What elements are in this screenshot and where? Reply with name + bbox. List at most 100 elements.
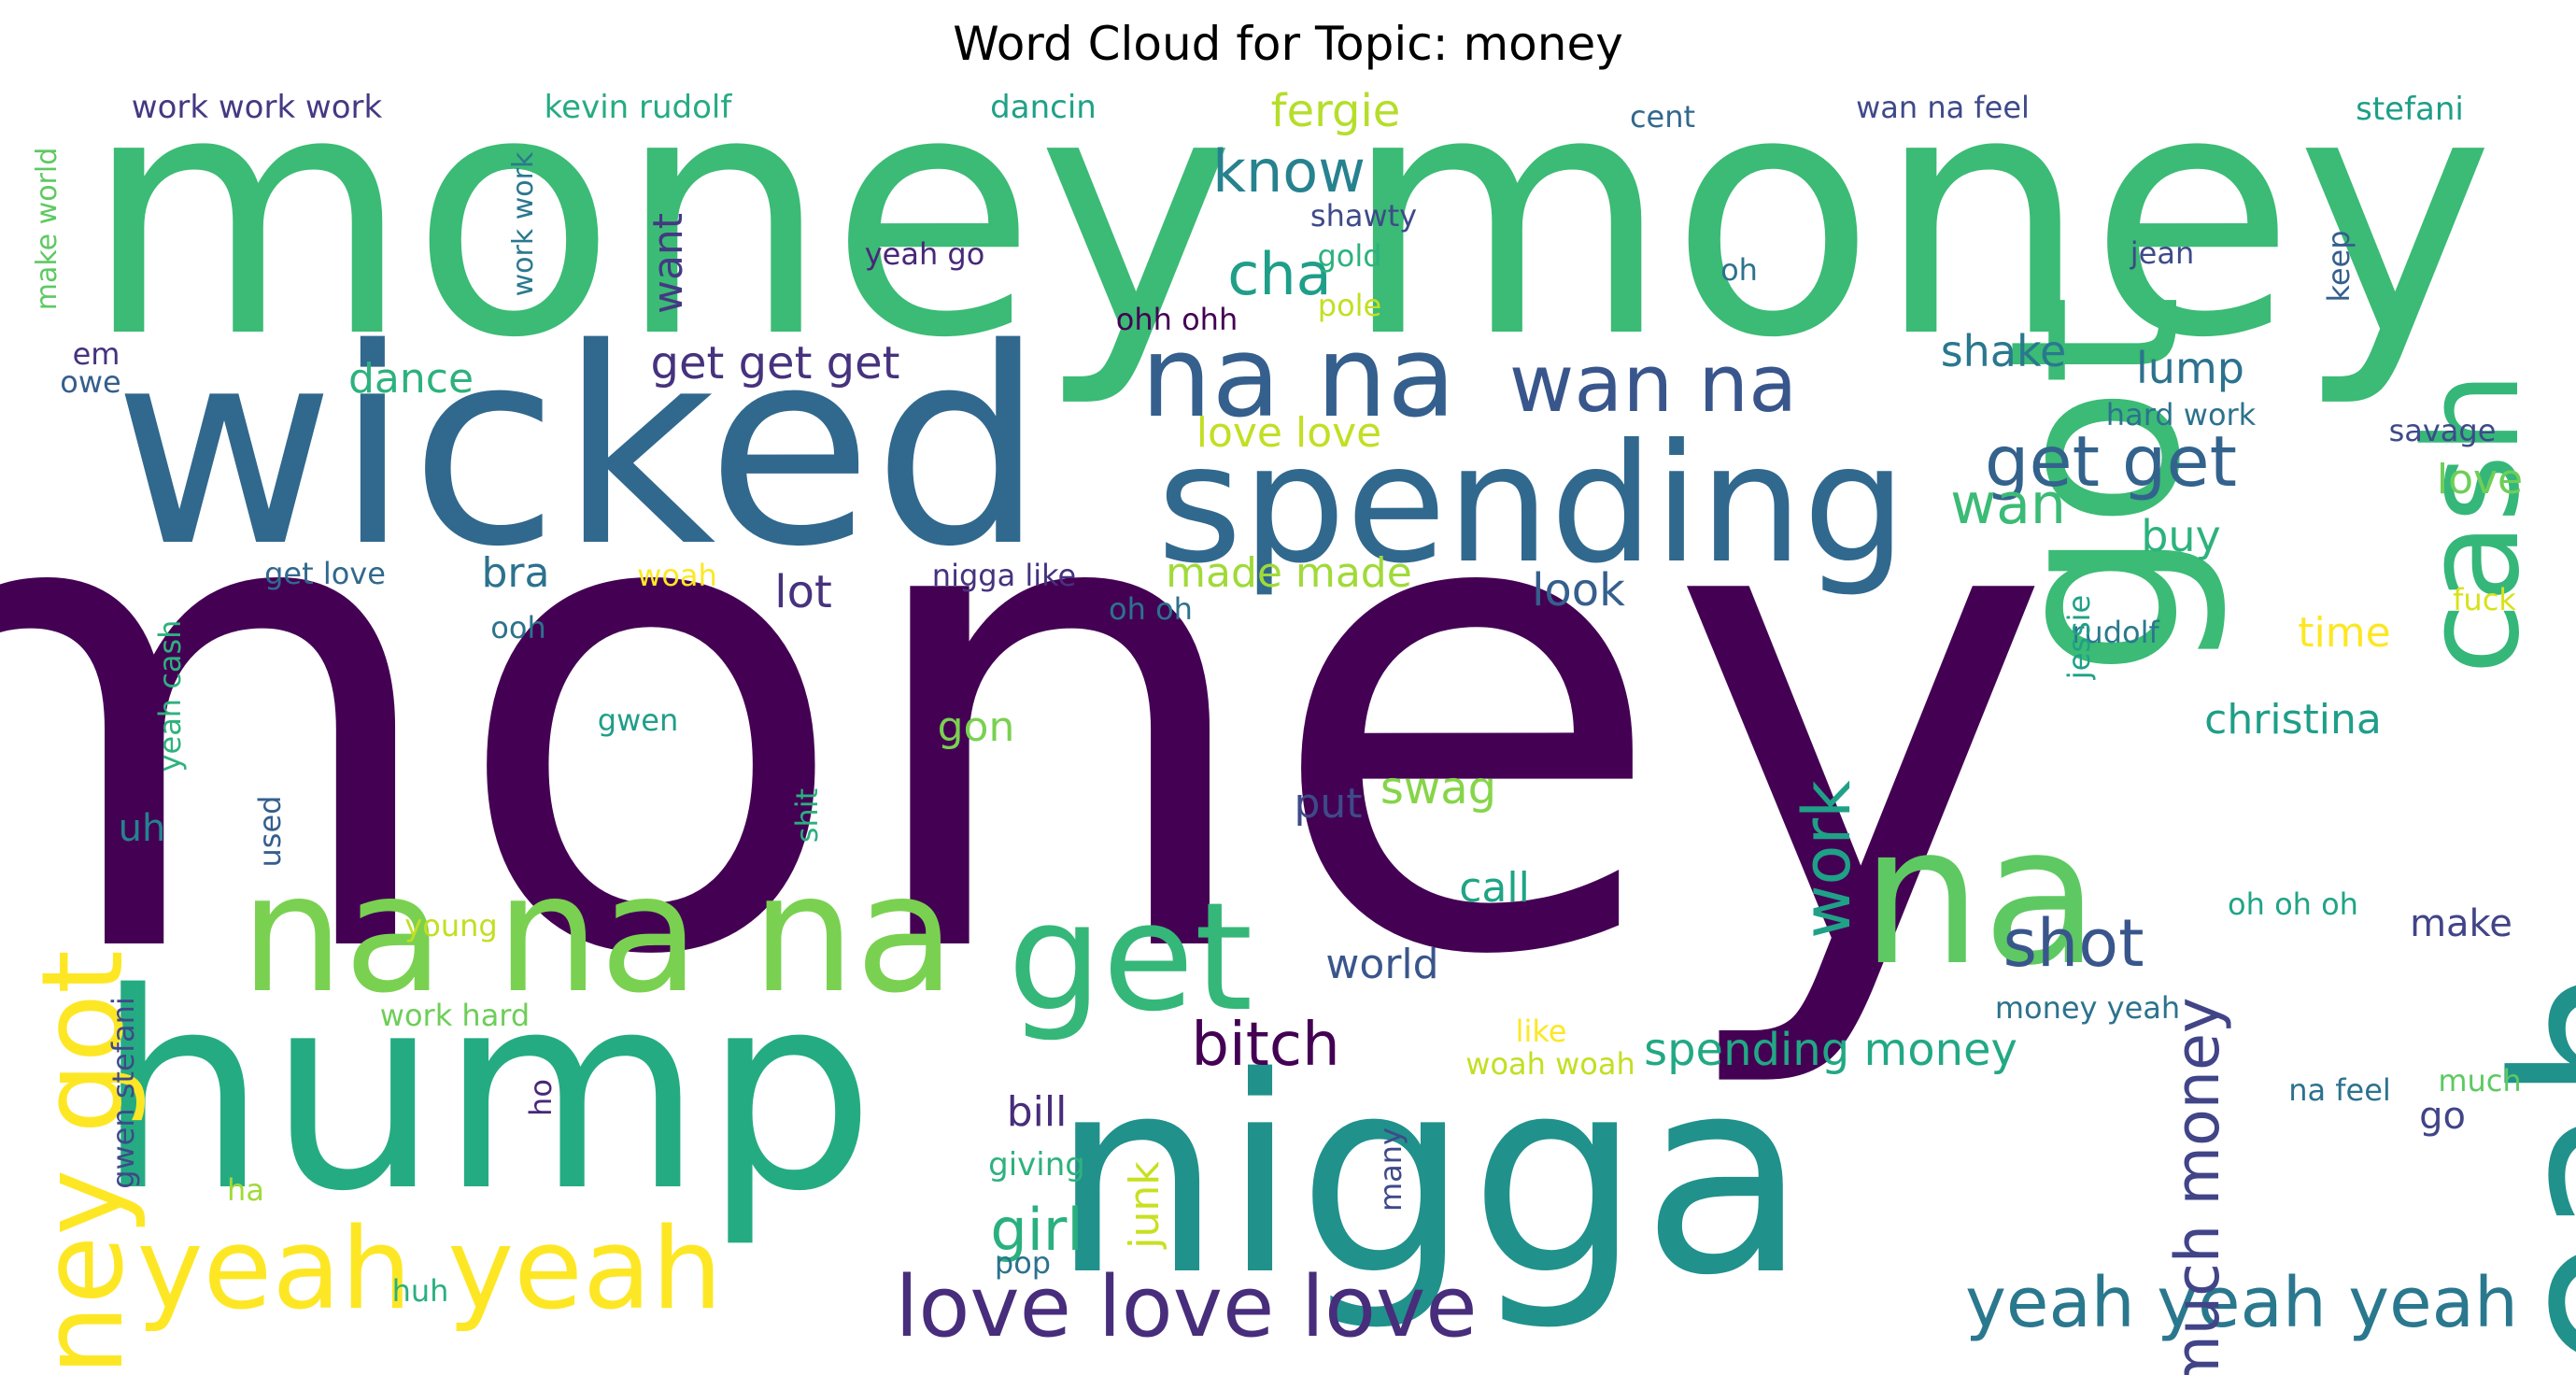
word-swag: swag [1380,762,1496,815]
word-giving: giving [988,1146,1085,1184]
word-oh-oh-oh: oh oh oh [2228,886,2358,922]
word-like: like [1516,1014,1567,1049]
word-owe: owe [60,364,120,400]
word-savage: savage [2389,413,2497,448]
word-woah: woah [637,558,717,593]
chart-title: Word Cloud for Topic: money [953,17,1623,71]
word-work-work-work: work work work [132,89,383,126]
word-yeah-go: yeah go [865,236,985,272]
word-yeah-yeah-yeah: yeah yeah yeah [1965,1263,2518,1343]
word-shit: shit [789,788,825,843]
word-time: time [2298,609,2390,657]
word-get: get [1008,870,1253,1044]
word-money: money [0,337,2054,1099]
word-put: put [1294,780,1362,828]
word-na-feel: na feel [2288,1072,2391,1108]
word-dancin: dancin [990,89,1097,126]
word-pop: pop [995,1245,1051,1281]
word-look: look [1532,564,1625,617]
word-jessie: jessie [2061,595,2097,681]
word-na-na-na: na na na [240,840,955,1029]
word-hard-work: hard work [2106,397,2257,432]
word-young: young [404,908,497,943]
word-woah-woah: woah woah [1465,1046,1635,1082]
word-hump: hump [96,936,875,1251]
word-go: go [2419,1095,2466,1138]
word-ooh: ooh [490,610,545,645]
word-fergie: fergie [1271,85,1401,137]
word-pole: pole [1318,288,1381,323]
word-huh: huh [392,1273,449,1309]
word-wan-na: wan na [1509,338,1797,431]
word-stefani: stefani [2356,91,2464,128]
word-gold: gold [1317,238,1381,274]
word-wan-na-feel: wan na feel [1856,90,2030,125]
word-na-na: na na [1140,313,1455,443]
word-shake: shake [1941,326,2067,376]
word-kevin-rudolf: kevin rudolf [545,89,733,126]
word-christina: christina [2204,696,2382,744]
word-got: got [1960,294,2231,677]
word-oh: oh [1720,252,1758,288]
word-work-hard: work hard [380,998,530,1033]
word-used: used [252,796,288,868]
word-uh: uh [119,807,166,850]
word-na: na [1861,786,2100,1008]
word-spending-money: spending money [1644,1024,2017,1076]
word-love: love [2437,456,2523,503]
word-yeah-yeah: yeah yeah [136,1205,722,1335]
word-wicked: wicked [113,291,1044,606]
word-jean: jean [2130,235,2194,271]
word-get-get: get get [1985,420,2237,503]
word-yeah-cash: yeah cash [152,620,188,773]
word-love-love: love love [1196,409,1382,457]
word-made-made: made made [1166,549,1412,597]
word-rudolf: rudolf [2072,615,2159,650]
word-cha: cha [1227,240,1331,308]
word-yeah: yeah [2469,964,2576,1375]
word-wan: wan [1950,472,2066,537]
word-spending: spending [1157,410,1907,600]
word-get-love: get love [264,556,386,591]
word-nigga: nigga [1051,1020,1807,1335]
word-ohh-ohh: ohh ohh [1116,302,1238,337]
word-cent: cent [1630,99,1695,135]
word-buy: buy [2141,511,2221,561]
word-know: know [1212,137,1366,206]
word-call: call [1459,864,1530,912]
word-love-love-love: love love love [895,1258,1477,1356]
word-cash: cash [2397,372,2549,674]
word-shot: shot [2003,905,2144,982]
word-gwen-stefani: gwen stefani [106,997,141,1189]
word-gon: gon [938,703,1015,751]
word-girl: girl [990,1196,1083,1264]
word-world: world [1325,941,1438,988]
word-work: work [1789,780,1865,939]
word-get-get-get: get get get [651,337,900,390]
word-gwen: gwen [598,702,678,738]
word-ha: ha [227,1172,264,1208]
word-money-yeah: money yeah [1995,990,2180,1026]
word-make: make [2410,902,2512,945]
word-work-work: work work [507,151,540,296]
word-bitch: bitch [1191,1011,1339,1080]
word-many: many [1373,1127,1408,1212]
word-oh-oh: oh oh [1109,591,1193,627]
word-shawty: shawty [1310,198,1417,234]
word-fuck: fuck [2453,582,2516,617]
word-ho: ho [523,1079,559,1116]
word-money-money: money money [83,20,2495,411]
word-lot: lot [774,566,832,618]
word-much-money: much money [2163,998,2233,1375]
word-keep: keep [2321,230,2357,302]
word-bill: bill [1007,1088,1068,1136]
word-junk: junk [1121,1161,1168,1250]
word-em: em [73,336,120,372]
word-dance: dance [348,355,474,403]
word-much: much [2438,1063,2521,1099]
word-money-got: money got [19,950,149,1375]
word-lump: lump [2136,343,2244,393]
word-nigga-like: nigga like [932,558,1076,593]
word-bra: bra [482,549,550,597]
